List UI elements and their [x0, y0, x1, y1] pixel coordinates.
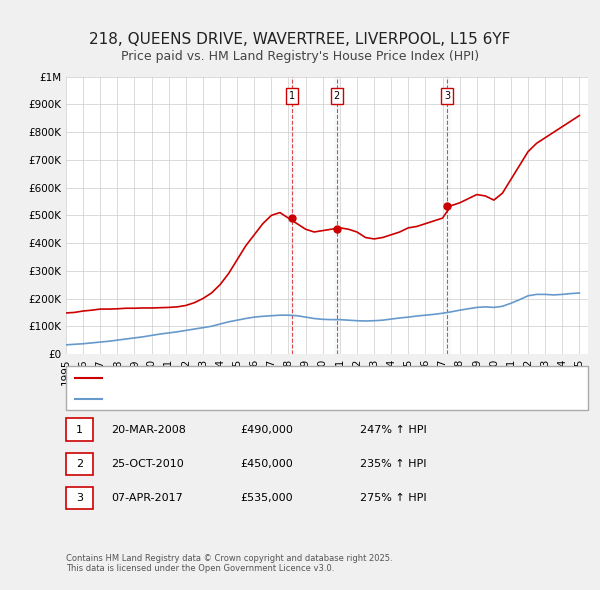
Text: 2: 2	[334, 91, 340, 101]
Text: 1: 1	[289, 91, 295, 101]
Text: HPI: Average price, semi-detached house, Liverpool: HPI: Average price, semi-detached house,…	[106, 394, 364, 404]
Text: 275% ↑ HPI: 275% ↑ HPI	[360, 493, 427, 503]
Text: 3: 3	[444, 91, 450, 101]
Text: £490,000: £490,000	[240, 425, 293, 434]
Text: £450,000: £450,000	[240, 459, 293, 468]
Text: 3: 3	[76, 493, 83, 503]
Text: 218, QUEENS DRIVE, WAVERTREE, LIVERPOOL, L15 6YF (semi-detached house): 218, QUEENS DRIVE, WAVERTREE, LIVERPOOL,…	[106, 373, 499, 383]
Text: Price paid vs. HM Land Registry's House Price Index (HPI): Price paid vs. HM Land Registry's House …	[121, 50, 479, 63]
Text: 07-APR-2017: 07-APR-2017	[111, 493, 183, 503]
Bar	[290, 77, 295, 354]
Text: 2: 2	[76, 459, 83, 468]
Text: Contains HM Land Registry data © Crown copyright and database right 2025.
This d: Contains HM Land Registry data © Crown c…	[66, 554, 392, 573]
Text: 218, QUEENS DRIVE, WAVERTREE, LIVERPOOL, L15 6YF: 218, QUEENS DRIVE, WAVERTREE, LIVERPOOL,…	[89, 32, 511, 47]
Text: 25-OCT-2010: 25-OCT-2010	[111, 459, 184, 468]
Text: 1: 1	[76, 425, 83, 434]
Bar	[334, 77, 339, 354]
Text: 235% ↑ HPI: 235% ↑ HPI	[360, 459, 427, 468]
Text: 20-MAR-2008: 20-MAR-2008	[111, 425, 186, 434]
Text: 247% ↑ HPI: 247% ↑ HPI	[360, 425, 427, 434]
Bar	[445, 77, 450, 354]
Text: £535,000: £535,000	[240, 493, 293, 503]
